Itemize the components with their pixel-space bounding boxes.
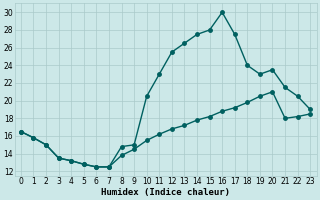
X-axis label: Humidex (Indice chaleur): Humidex (Indice chaleur) (101, 188, 230, 197)
